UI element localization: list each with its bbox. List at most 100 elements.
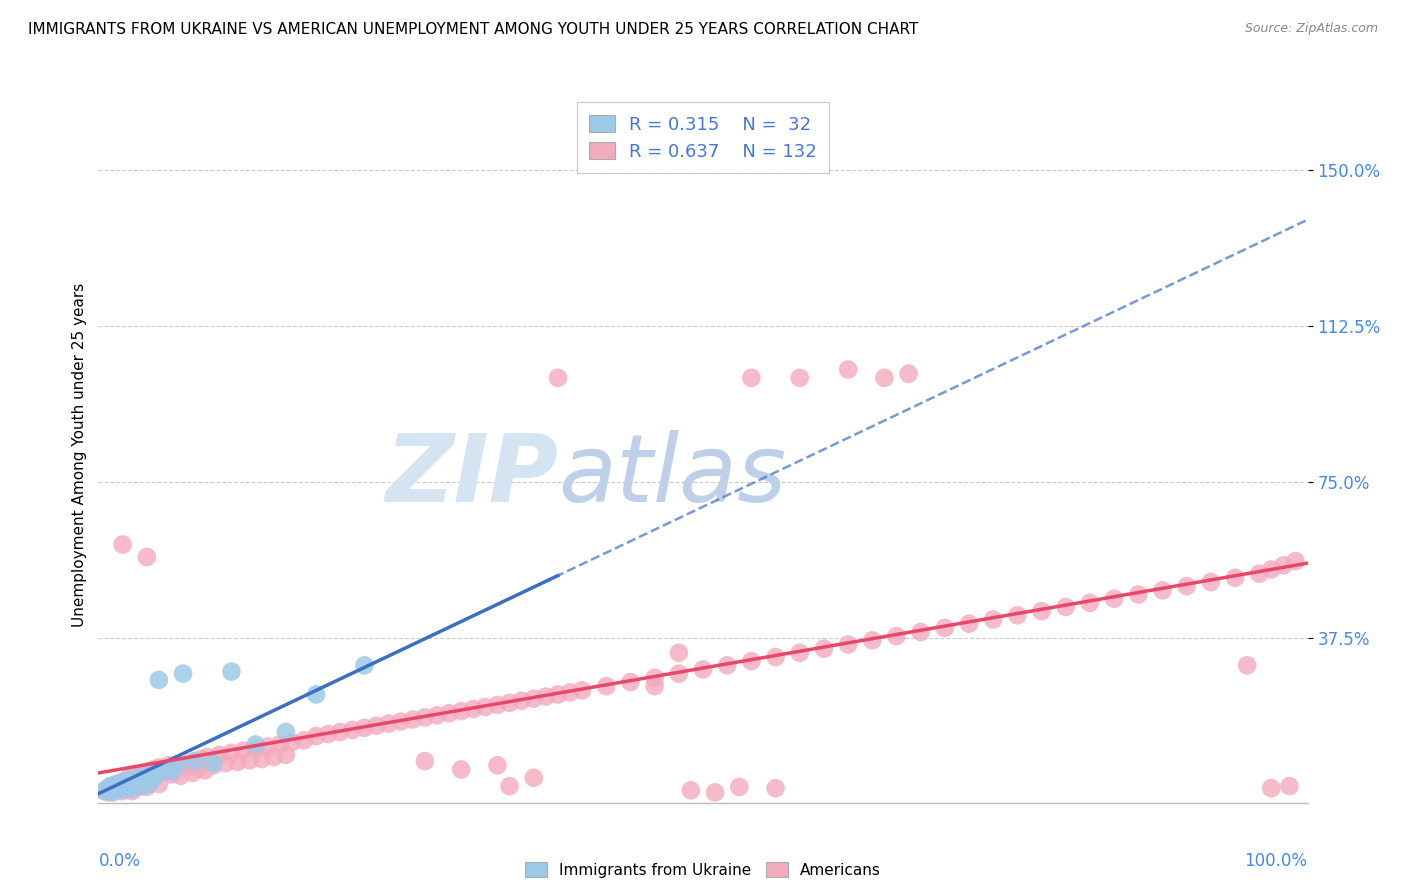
Point [145,767,167,781]
Point [498,779,520,793]
Point [1199,574,1222,589]
Point [897,367,920,381]
Point [1152,583,1174,598]
Point [426,708,449,723]
Point [789,371,811,385]
Point [108,780,131,794]
Point [124,776,146,790]
Point [668,666,690,681]
Point [148,760,170,774]
Point [740,371,762,385]
Point [1236,658,1258,673]
Point [93,783,115,797]
Point [281,735,304,749]
Point [127,770,149,784]
Point [101,781,124,796]
Point [765,781,787,796]
Y-axis label: Unemployment Among Youth under 25 years: Unemployment Among Youth under 25 years [72,283,87,627]
Point [111,775,134,789]
Point [134,769,156,783]
Point [124,776,146,790]
Point [1278,779,1301,793]
Point [274,747,297,762]
Point [187,762,209,776]
Point [1249,566,1271,581]
Point [1284,554,1306,568]
Point [437,706,460,721]
Point [547,371,569,385]
Point [221,746,243,760]
Point [208,747,231,762]
Point [118,772,141,787]
Legend: R = 0.315    N =  32, R = 0.637    N = 132: R = 0.315 N = 32, R = 0.637 N = 132 [576,103,830,173]
Point [160,764,183,779]
Point [1054,599,1077,614]
Point [97,781,120,796]
Point [134,774,156,789]
Point [910,625,932,640]
Point [377,716,399,731]
Point [450,763,472,777]
Point [679,783,702,797]
Point [728,780,751,794]
Point [184,754,207,768]
Point [100,779,122,793]
Point [498,696,520,710]
Point [329,725,352,739]
Point [214,756,236,771]
Point [619,675,641,690]
Point [256,739,278,754]
Point [981,612,1004,626]
Point [221,665,243,679]
Point [474,700,496,714]
Point [245,738,267,752]
Point [172,760,194,774]
Point [202,758,225,772]
Point [145,766,167,780]
Point [463,702,485,716]
Point [692,663,714,677]
Point [138,777,160,791]
Point [1031,604,1053,618]
Point [1175,579,1198,593]
Point [510,694,533,708]
Point [105,777,128,791]
Point [789,646,811,660]
Point [873,371,896,385]
Point [172,666,194,681]
Point [704,785,727,799]
Point [97,785,120,799]
Text: 100.0%: 100.0% [1244,852,1308,870]
Point [523,771,546,785]
Point [1260,562,1282,576]
Point [121,772,143,787]
Point [135,780,157,794]
Text: IMMIGRANTS FROM UKRAINE VS AMERICAN UNEMPLOYMENT AMONG YOUTH UNDER 25 YEARS CORR: IMMIGRANTS FROM UKRAINE VS AMERICAN UNEM… [28,22,918,37]
Point [305,688,328,702]
Point [142,763,165,777]
Point [813,641,835,656]
Point [162,764,184,778]
Point [118,781,141,796]
Text: atlas: atlas [558,430,786,521]
Point [1128,587,1150,601]
Point [118,771,141,785]
Text: Source: ZipAtlas.com: Source: ZipAtlas.com [1244,22,1378,36]
Point [716,658,738,673]
Point [93,784,115,798]
Point [121,784,143,798]
Point [1007,608,1029,623]
Point [129,779,152,793]
Point [111,784,134,798]
Point [129,766,152,780]
Point [114,778,136,792]
Point [160,767,183,781]
Point [105,777,128,791]
Point [184,754,207,768]
Point [837,362,859,376]
Point [740,654,762,668]
Point [177,756,201,771]
Point [558,685,581,699]
Point [142,772,165,786]
Point [226,755,249,769]
